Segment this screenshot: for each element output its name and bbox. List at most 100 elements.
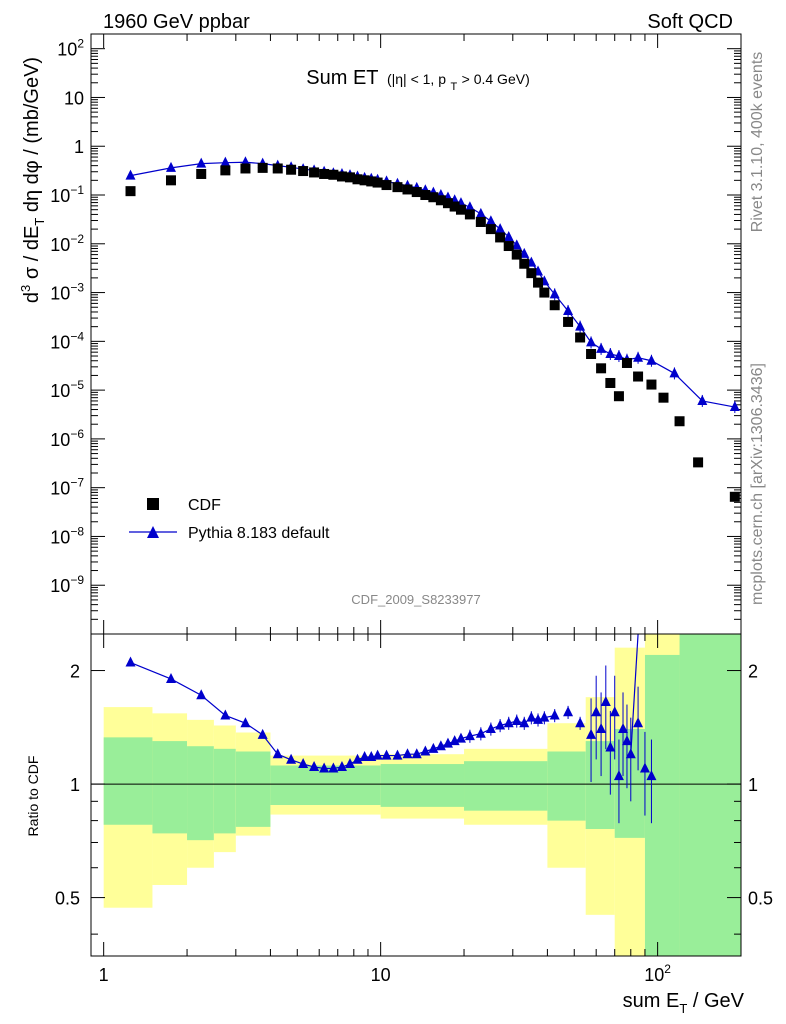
cdf-point	[372, 177, 383, 188]
ratio-frame	[90, 633, 742, 957]
ratio-point	[392, 749, 403, 760]
cdf-point	[485, 224, 496, 235]
y-tick-label: 102	[57, 37, 84, 60]
ratio-point	[596, 722, 607, 733]
cdf-point	[519, 258, 530, 269]
ratio-point	[618, 722, 629, 733]
ratio-band-inner-12	[679, 634, 741, 956]
pythia-point	[669, 367, 680, 378]
cdf-point	[674, 416, 685, 427]
main-plot: 102 10 1 10−1 10−2 10−3 10−4 10−5 10−6 10−7 10−8 10…	[50, 33, 742, 635]
pythia-point	[605, 348, 616, 359]
ratio-y-tick-label: 1	[70, 775, 80, 795]
ratio-point	[402, 748, 413, 759]
pythia-point	[596, 342, 607, 353]
cdf-point	[475, 216, 486, 227]
ratio-line-overflow	[630, 633, 639, 755]
cdf-point	[392, 182, 403, 193]
cdf-point	[442, 198, 453, 209]
pythia-point	[563, 304, 574, 315]
ratio-point	[359, 750, 370, 761]
ratio-plot: 1 10 102 0.5 0.5 1 1 2 2	[55, 633, 773, 985]
pythia-point	[485, 215, 496, 226]
ratio-point	[575, 717, 586, 728]
cdf-point	[220, 165, 231, 176]
pythia-point	[586, 336, 597, 347]
pythia-point	[697, 394, 708, 405]
cdf-point	[435, 195, 446, 206]
cdf-point	[428, 192, 439, 203]
main-frame	[90, 33, 742, 635]
ratio-y-tick-label-right: 0.5	[748, 889, 773, 909]
ratio-point	[125, 656, 136, 667]
ratio-point	[549, 709, 560, 720]
ratio-band-inner-1	[152, 741, 188, 834]
pythia-point	[511, 239, 522, 250]
ratio-point	[328, 762, 339, 773]
ratio-point	[511, 714, 522, 725]
ratio-point	[428, 742, 439, 753]
cdf-point	[693, 457, 704, 468]
ratio-point	[609, 706, 620, 717]
ratio-point	[613, 770, 624, 781]
cdf-point	[658, 392, 669, 403]
cdf-point	[596, 363, 607, 374]
ratio-y-tick-label-right: 1	[748, 775, 758, 795]
ratio-y-label: Ratio to CDF	[25, 756, 41, 837]
cdf-point	[613, 391, 624, 402]
ratio-point	[240, 717, 251, 728]
ratio-point	[586, 728, 597, 739]
ratio-point	[485, 722, 496, 733]
pythia-point	[613, 350, 624, 361]
x-tick-label: 1	[99, 965, 109, 985]
pythia-point	[165, 161, 176, 172]
ratio-point	[605, 741, 616, 752]
legend-pythia-label: Pythia 8.183 default	[188, 525, 330, 542]
legend-pythia-marker	[147, 526, 159, 538]
cdf-point	[196, 168, 207, 179]
y-tick-label: 10−1	[50, 183, 84, 206]
cdf-point	[495, 232, 506, 243]
cdf-point	[633, 371, 644, 382]
ratio-point	[600, 696, 611, 707]
ratio-point	[196, 689, 207, 700]
y-tick-label: 1	[74, 137, 84, 157]
cdf-point	[240, 163, 251, 174]
legend-cdf-marker	[147, 498, 159, 510]
pythia-point	[729, 401, 740, 412]
cdf-point	[586, 349, 597, 360]
y-tick-label: 10−7	[50, 476, 84, 499]
ratio-band-inner-4	[235, 751, 271, 827]
x-tick-label: 10	[371, 965, 391, 985]
cdf-point	[646, 379, 657, 390]
cdf-point	[455, 204, 466, 215]
ratio-point	[526, 711, 537, 722]
ratio-band-inner-0	[103, 737, 153, 825]
y-tick-label: 10−2	[50, 232, 84, 255]
ratio-point	[475, 727, 486, 738]
cdf-point	[411, 187, 422, 198]
cdf-point	[621, 357, 632, 368]
y-tick-label: 10−4	[50, 329, 84, 352]
ratio-y-tick-label: 2	[70, 662, 80, 682]
ratio-y-tick-label-right: 2	[748, 662, 758, 682]
mcplots-label: mcplots.cern.ch [arXiv:1306.3436]	[749, 363, 766, 605]
cdf-point	[549, 300, 560, 311]
cdf-point	[319, 168, 330, 179]
ratio-point	[309, 760, 320, 771]
ratio-point	[519, 717, 530, 728]
ratio-point	[639, 762, 650, 773]
ratio-point	[220, 709, 231, 720]
pythia-point	[125, 169, 136, 180]
pythia-point	[633, 351, 644, 362]
cdf-point	[511, 249, 522, 260]
header-right: Soft QCD	[647, 11, 733, 33]
cdf-point	[503, 241, 514, 252]
plot-title: Sum ET (|η| < 1, p T > 0.4 GeV)	[306, 67, 529, 94]
pythia-point	[196, 157, 207, 168]
cdf-point	[352, 174, 363, 185]
ratio-point	[257, 728, 268, 739]
rivet-label: Rivet 3.1.10, 400k events	[749, 52, 766, 233]
cdf-point	[257, 162, 268, 173]
ratio-point	[646, 770, 657, 781]
